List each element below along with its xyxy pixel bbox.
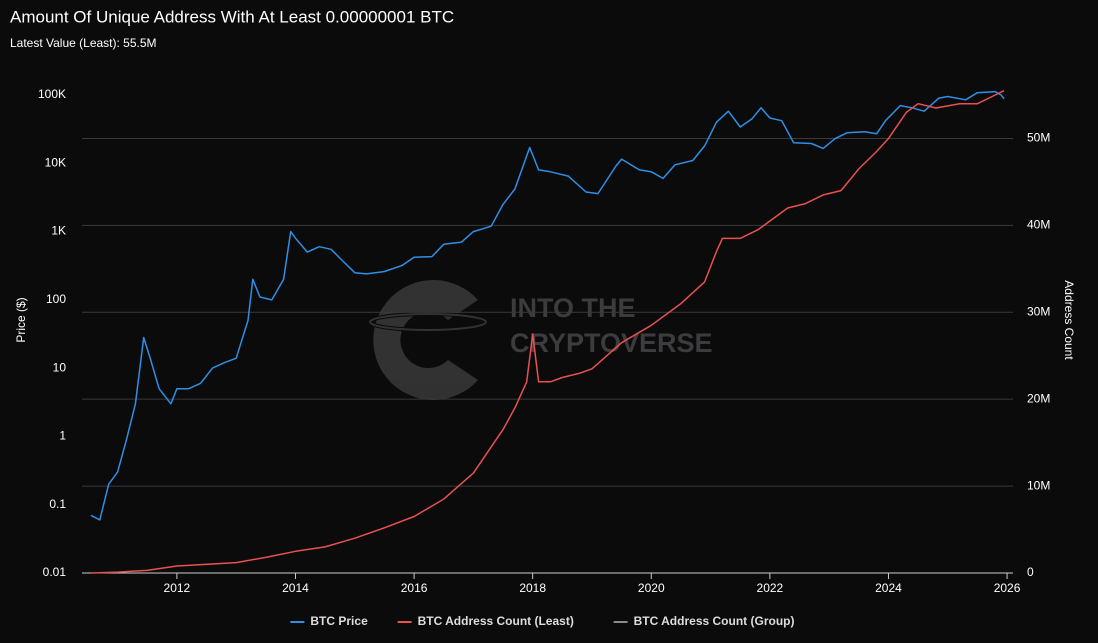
y2-tick-label: 50M	[1027, 131, 1050, 145]
watermark-text: INTO THE	[510, 293, 636, 323]
y-tick-label: 0.1	[49, 497, 66, 511]
x-tick-label: 2026	[994, 581, 1021, 595]
legend-label: BTC Address Count (Group)	[634, 614, 795, 628]
y-tick-label: 0.01	[43, 565, 67, 579]
chart-subtitle: Latest Value (Least): 55.5M	[10, 36, 157, 50]
y-tick-label: 1K	[51, 224, 66, 238]
y2-tick-label: 40M	[1027, 218, 1050, 232]
watermark-text: CRYPTOVERSE	[510, 328, 713, 358]
y-tick-label: 100	[46, 292, 66, 306]
x-tick-label: 2022	[757, 581, 784, 595]
legend-item: BTC Address Count (Least)	[397, 614, 574, 628]
legend-label: BTC Address Count (Least)	[418, 614, 574, 628]
y-tick-label: 10K	[45, 155, 66, 169]
y-axis-label: Price ($)	[14, 297, 28, 342]
x-tick-label: 2018	[519, 581, 546, 595]
x-tick-label: 2024	[875, 581, 902, 595]
y2-tick-label: 30M	[1027, 304, 1050, 318]
y2-tick-label: 10M	[1027, 478, 1050, 492]
series-line	[90, 90, 1005, 574]
x-tick-label: 2020	[638, 581, 665, 595]
series-line	[90, 90, 1005, 521]
x-tick-label: 2012	[164, 581, 191, 595]
y-tick-label: 1	[59, 429, 66, 443]
y2-tick-label: 20M	[1027, 391, 1050, 405]
x-tick-label: 2014	[282, 581, 309, 595]
y-tick-label: 10	[53, 360, 67, 374]
legend-label: BTC Price	[310, 614, 368, 628]
y2-tick-label: 0	[1027, 565, 1034, 579]
chart-title: Amount Of Unique Address With At Least 0…	[10, 7, 454, 26]
legend-item: BTC Address Count (Group)	[613, 614, 795, 628]
watermark-logo	[368, 280, 488, 401]
y-tick-label: 100K	[38, 87, 66, 101]
y2-axis-label: Address Count	[1062, 280, 1076, 360]
legend-item: BTC Price	[290, 614, 368, 628]
x-tick-label: 2016	[401, 581, 428, 595]
